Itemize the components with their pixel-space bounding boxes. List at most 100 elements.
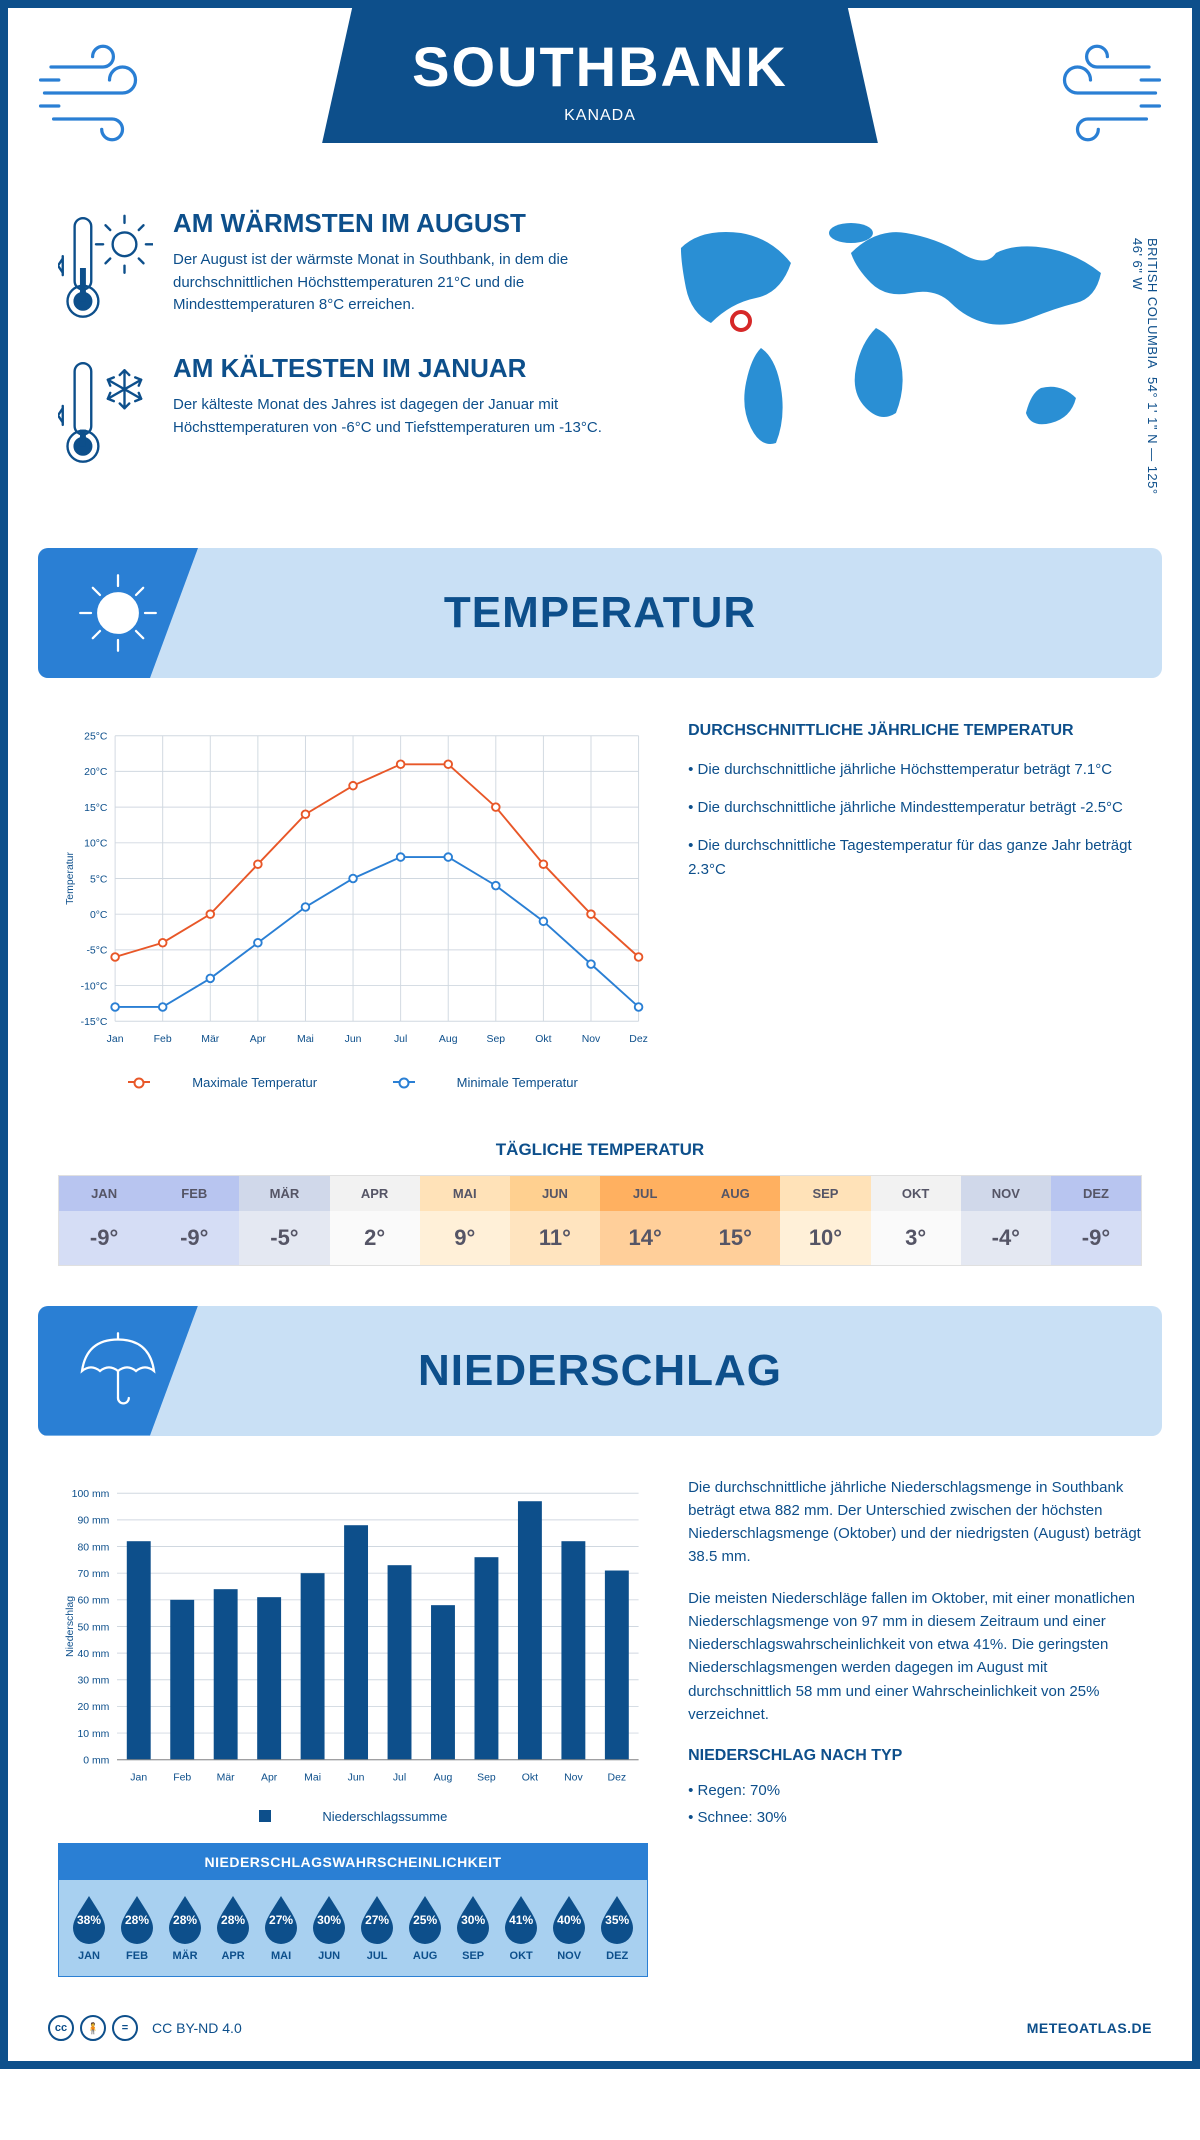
- svg-text:Jul: Jul: [394, 1034, 407, 1045]
- raindrop-icon: 27%: [261, 1894, 301, 1944]
- sun-icon: [73, 568, 163, 658]
- license: cc 🧍 = CC BY-ND 4.0: [48, 2015, 242, 2041]
- svg-text:0 mm: 0 mm: [83, 1755, 109, 1766]
- wind-icon: [38, 28, 168, 158]
- svg-text:Mai: Mai: [297, 1034, 314, 1045]
- precip-legend: Niederschlagssumme: [58, 1809, 648, 1826]
- thermometer-snow-icon: [58, 353, 153, 473]
- title-banner: SOUTHBANK KANADA: [322, 8, 878, 143]
- svg-text:-15°C: -15°C: [81, 1017, 108, 1028]
- precip-text: Die durchschnittliche jährliche Niedersc…: [688, 1476, 1142, 1978]
- daily-cell: SEP 10°: [780, 1176, 870, 1265]
- nd-icon: =: [112, 2015, 138, 2041]
- svg-text:Apr: Apr: [261, 1772, 278, 1783]
- daily-cell: OKT 3°: [871, 1176, 961, 1265]
- svg-text:Dez: Dez: [629, 1034, 648, 1045]
- svg-text:10°C: 10°C: [84, 839, 108, 850]
- svg-text:Jun: Jun: [345, 1034, 362, 1045]
- prob-cell: 41% OKT: [497, 1894, 545, 1962]
- raindrop-icon: 38%: [69, 1894, 109, 1944]
- cold-text: Der kälteste Monat des Jahres ist dagege…: [173, 394, 610, 439]
- svg-text:Jun: Jun: [348, 1772, 365, 1783]
- raindrop-icon: 28%: [165, 1894, 205, 1944]
- daily-temp-title: TÄGLICHE TEMPERATUR: [8, 1140, 1192, 1160]
- svg-text:Aug: Aug: [434, 1772, 453, 1783]
- prob-cell: 27% MAI: [257, 1894, 305, 1962]
- temp-section-title: TEMPERATUR: [198, 588, 1002, 638]
- svg-text:0°C: 0°C: [90, 910, 108, 921]
- prob-cell: 25% AUG: [401, 1894, 449, 1962]
- raindrop-icon: 30%: [309, 1894, 349, 1944]
- wind-icon: [1032, 28, 1162, 158]
- svg-text:80 mm: 80 mm: [77, 1542, 109, 1553]
- svg-text:Nov: Nov: [564, 1772, 583, 1783]
- temp-section-banner: TEMPERATUR: [38, 548, 1162, 678]
- svg-text:5°C: 5°C: [90, 874, 108, 885]
- cold-title: AM KÄLTESTEN IM JANUAR: [173, 353, 610, 384]
- prob-cell: 28% MÄR: [161, 1894, 209, 1962]
- svg-text:90 mm: 90 mm: [77, 1515, 109, 1526]
- svg-text:30 mm: 30 mm: [77, 1675, 109, 1686]
- daily-cell: DEZ -9°: [1051, 1176, 1141, 1265]
- cold-fact: AM KÄLTESTEN IM JANUAR Der kälteste Mona…: [58, 353, 610, 473]
- svg-text:Aug: Aug: [439, 1034, 458, 1045]
- raindrop-icon: 25%: [405, 1894, 445, 1944]
- probability-title: NIEDERSCHLAGSWAHRSCHEINLICHKEIT: [59, 1844, 647, 1880]
- svg-text:20°C: 20°C: [84, 767, 108, 778]
- svg-text:Niederschlag: Niederschlag: [65, 1595, 76, 1656]
- prob-cell: 35% DEZ: [593, 1894, 641, 1962]
- precipitation-chart: 0 mm10 mm20 mm30 mm40 mm50 mm60 mm70 mm8…: [58, 1476, 648, 1796]
- svg-text:Feb: Feb: [173, 1772, 191, 1783]
- prob-cell: 28% APR: [209, 1894, 257, 1962]
- prob-cell: 40% NOV: [545, 1894, 593, 1962]
- location-marker-icon: [730, 310, 752, 332]
- raindrop-icon: 40%: [549, 1894, 589, 1944]
- daily-cell: FEB -9°: [149, 1176, 239, 1265]
- daily-cell: NOV -4°: [961, 1176, 1051, 1265]
- svg-text:70 mm: 70 mm: [77, 1568, 109, 1579]
- raindrop-icon: 27%: [357, 1894, 397, 1944]
- daily-temp-table: JAN -9° FEB -9° MÄR -5° APR 2° MAI 9° JU…: [58, 1175, 1142, 1266]
- svg-text:100 mm: 100 mm: [72, 1489, 110, 1500]
- svg-text:Temperatur: Temperatur: [65, 852, 76, 905]
- by-icon: 🧍: [80, 2015, 106, 2041]
- raindrop-icon: 35%: [597, 1894, 637, 1944]
- svg-text:Sep: Sep: [477, 1772, 496, 1783]
- warm-text: Der August ist der wärmste Monat in Sout…: [173, 249, 610, 317]
- warm-fact: AM WÄRMSTEN IM AUGUST Der August ist der…: [58, 208, 610, 328]
- raindrop-icon: 41%: [501, 1894, 541, 1944]
- prob-cell: 38% JAN: [65, 1894, 113, 1962]
- probability-strip: 38% JAN 28% FEB 28% MÄR 28% APR: [59, 1880, 647, 1976]
- daily-cell: AUG 15°: [690, 1176, 780, 1265]
- prob-cell: 30% SEP: [449, 1894, 497, 1962]
- prob-cell: 27% JUL: [353, 1894, 401, 1962]
- svg-text:Apr: Apr: [250, 1034, 267, 1045]
- svg-text:Sep: Sep: [487, 1034, 506, 1045]
- footer: cc 🧍 = CC BY-ND 4.0 METEOATLAS.DE: [8, 1997, 1192, 2041]
- daily-cell: JUL 14°: [600, 1176, 690, 1265]
- world-map-icon: [640, 208, 1142, 468]
- raindrop-icon: 30%: [453, 1894, 493, 1944]
- brand: METEOATLAS.DE: [1027, 2020, 1152, 2036]
- raindrop-icon: 28%: [213, 1894, 253, 1944]
- precip-section-title: NIEDERSCHLAG: [198, 1346, 1002, 1396]
- coordinates: BRITISH COLUMBIA 54° 1' 1" N — 125° 46' …: [1130, 238, 1160, 498]
- cc-icon: cc: [48, 2015, 74, 2041]
- temp-legend: Maximale Temperatur Minimale Temperatur: [58, 1071, 648, 1090]
- raindrop-icon: 28%: [117, 1894, 157, 1944]
- svg-text:60 mm: 60 mm: [77, 1595, 109, 1606]
- svg-text:Jan: Jan: [107, 1034, 124, 1045]
- svg-text:Okt: Okt: [535, 1034, 551, 1045]
- svg-text:Nov: Nov: [582, 1034, 601, 1045]
- svg-text:50 mm: 50 mm: [77, 1622, 109, 1633]
- daily-cell: MAI 9°: [420, 1176, 510, 1265]
- svg-text:25°C: 25°C: [84, 732, 108, 743]
- daily-cell: MÄR -5°: [239, 1176, 329, 1265]
- svg-text:40 mm: 40 mm: [77, 1648, 109, 1659]
- daily-cell: APR 2°: [330, 1176, 420, 1265]
- temperature-chart: -15°C-10°C-5°C0°C5°C10°C15°C20°C25°CJanF…: [58, 718, 648, 1090]
- umbrella-icon: [73, 1326, 163, 1416]
- thermometer-sun-icon: [58, 208, 153, 328]
- svg-text:-5°C: -5°C: [86, 946, 107, 957]
- svg-text:Mai: Mai: [304, 1772, 321, 1783]
